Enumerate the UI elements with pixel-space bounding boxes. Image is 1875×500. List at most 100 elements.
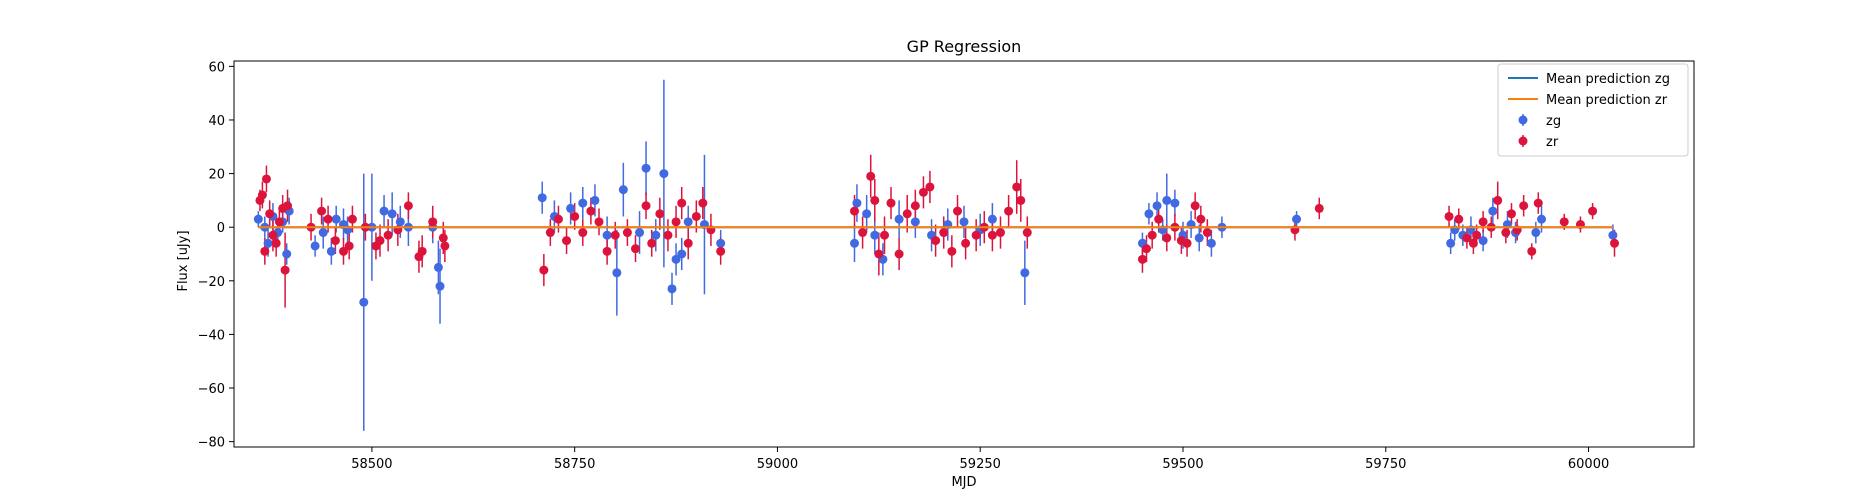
point-zg [310,241,320,251]
point-zr [622,228,632,238]
point-zr [1519,201,1529,211]
point-zg [659,169,669,179]
point-zg [359,297,369,307]
point-zr [553,214,563,224]
point-zr [440,241,450,251]
point-zg [959,217,969,227]
point-zr [691,211,701,221]
point-zg [671,254,681,264]
point-zr [283,201,293,211]
point-zr [947,246,957,256]
point-zg [1144,209,1154,219]
point-zr [1501,228,1511,238]
point-zr [1202,228,1212,238]
plot-area [253,79,1620,431]
point-zr [1454,214,1464,224]
point-zr [268,230,278,240]
point-zr [1493,195,1503,205]
point-zg [667,284,677,294]
point-zg [1162,195,1172,205]
point-zr [663,230,673,240]
point-zr [417,246,427,256]
point-zr [1507,209,1516,219]
point-zr [1016,195,1026,205]
chart-title: GP Regression [907,37,1022,56]
point-zr [647,238,657,248]
y-tick-label: 60 [208,60,225,75]
point-zr [1142,244,1151,254]
legend-marker-zg [1518,115,1528,125]
point-zg [716,238,726,248]
point-zr [570,211,580,221]
point-zr [677,198,687,208]
point-zg [263,238,273,248]
point-zr [894,249,904,259]
point-zg [253,214,263,224]
point-zr [996,228,1005,238]
point-zg [318,228,328,238]
point-zg [683,217,693,227]
point-zr [438,233,448,243]
point-zg [1537,214,1547,224]
point-zg [641,163,651,173]
point-zr [594,217,604,227]
point-zr [1478,217,1488,227]
point-zr [403,201,413,211]
point-zg [282,249,292,259]
axes-frame [233,60,1695,448]
point-zr [925,182,935,192]
y-axis-label: Flux [uJy] [176,230,191,291]
point-zg [1152,201,1162,211]
point-zr [280,265,290,275]
y-tick-label: −40 [198,328,225,343]
point-zg [1206,238,1216,248]
x-axis-ticks: 58500 58750 59000 59250 59500 59750 60000 [351,447,1609,472]
point-zr [971,230,981,240]
y-tick-label: 0 [217,221,225,236]
point-zg [1488,206,1498,216]
legend: Mean prediction zg Mean prediction zr zg… [1497,63,1689,157]
point-zr [1196,214,1206,224]
point-zr [874,249,884,259]
point-zr [1588,206,1598,216]
point-zr [344,241,354,251]
point-zr [261,174,271,184]
point-zr [610,230,620,240]
legend-label-zr: zr [1546,135,1559,150]
point-zg [1446,238,1456,248]
point-zg [852,198,862,208]
point-zr [602,246,612,256]
point-zg [331,214,341,224]
point-zr [910,201,920,211]
point-zr [631,244,640,254]
x-tick-label: 60000 [1568,457,1609,472]
point-zr [1610,238,1620,248]
point-zr [655,209,665,219]
point-zr [716,246,726,256]
point-zr [347,214,357,224]
point-zr [1162,233,1172,243]
point-zr [1314,203,1324,213]
x-axis-label: MJD [951,475,976,490]
legend-box [1497,63,1689,157]
x-tick-label: 58750 [554,457,595,472]
point-zr [671,217,681,227]
point-zg [910,217,920,227]
point-zr [545,228,555,238]
point-zr [586,206,596,216]
point-zr [931,236,941,246]
point-zg [635,228,645,238]
x-tick-label: 59000 [757,457,798,472]
point-zr [1468,238,1478,248]
x-tick-label: 59750 [1365,457,1406,472]
point-zr [1472,230,1482,240]
point-zg [651,230,661,240]
point-zg [677,249,687,259]
legend-label-zr-mean: Mean prediction zr [1546,93,1668,108]
point-zr [698,198,708,208]
point-zg [395,217,405,227]
point-zr [683,238,693,248]
point-zr [902,209,912,219]
point-zr [323,214,333,224]
